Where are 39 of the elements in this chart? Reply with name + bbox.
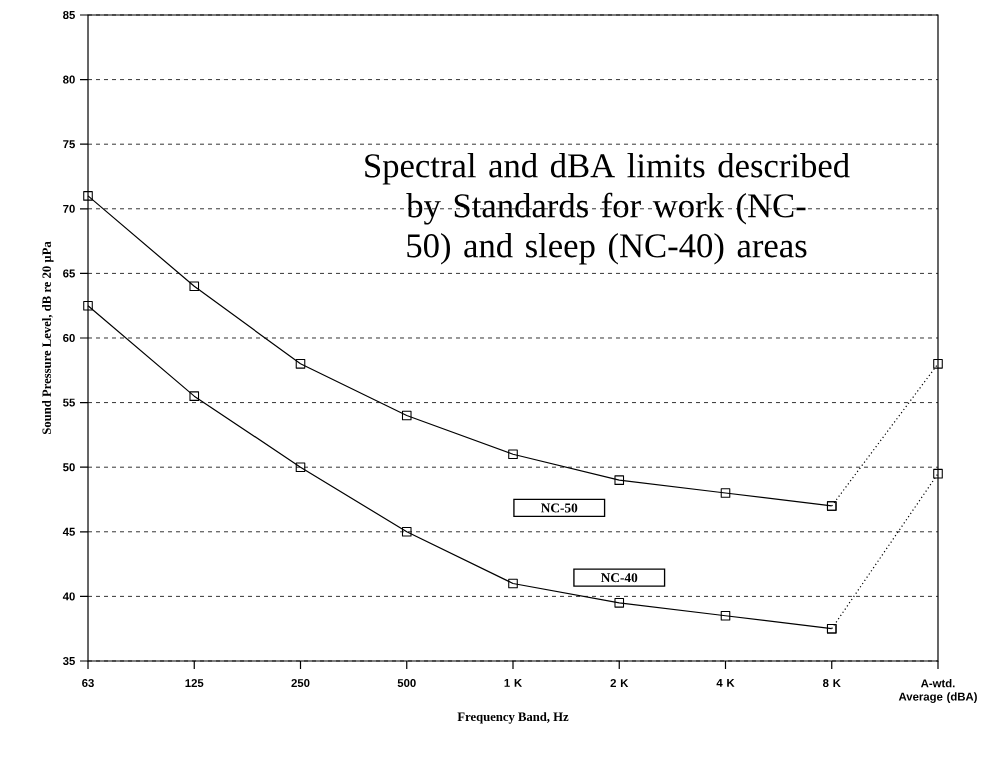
text: NC-50 [540,503,578,513]
x-tick-label: 250 [291,679,310,688]
x-axis-title: Frequency Band, Hz [457,712,569,724]
point [401,526,412,537]
x-tick-label: 500 [397,679,416,688]
x-tick-label: 1 K [504,679,523,687]
y-tick-label: 35 [62,656,75,666]
point [720,488,731,498]
y-tick-label: 85 [63,11,75,19]
series-label: NC-40 [600,573,638,583]
point [508,578,518,589]
point [295,462,306,472]
x-tick-label: 8 K [822,679,841,688]
x-tick-label: A-wtd. Average (dBA) [898,679,977,703]
annotation: Spectral and dBA limits described by Standards for work (NC-50) and sleep (NC-40) areas [365,153,850,265]
point [189,281,200,292]
y-tick-label: 40 [62,592,75,601]
point [189,391,200,401]
y-tick-label: 50 [63,463,75,472]
point [401,410,412,421]
point [508,449,518,460]
x-tick-label: 125 [185,679,204,688]
x-tick-label: 4 K [716,679,735,687]
y-tick-label: 75 [63,140,75,149]
y-tick-label: 70 [63,204,75,213]
y-tick-label: 55 [63,398,75,407]
point [83,300,93,311]
x-tick-label: 63 [82,679,94,688]
point [720,610,731,621]
y-axis-title: Sound Pressure Level, dB re 20 µPa [42,241,54,435]
point [614,475,625,485]
point [295,359,306,369]
point [614,598,625,608]
y-tick-label: 45 [62,527,75,536]
y-tick-label: 60 [63,333,75,342]
y-tick-label: 80 [63,75,75,84]
point [83,191,93,201]
x-tick-label: 2 K [610,679,629,687]
y-tick-label: 65 [63,269,75,278]
